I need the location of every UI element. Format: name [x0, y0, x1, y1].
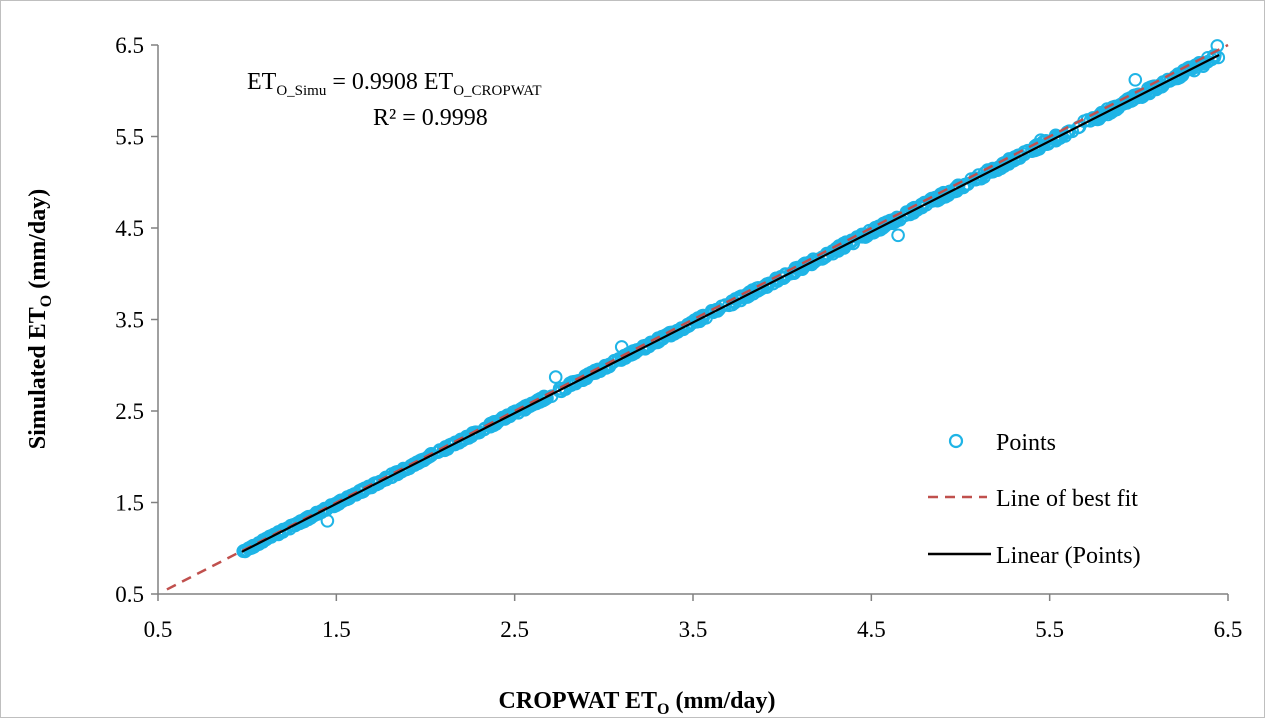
data-point — [569, 376, 583, 391]
x-axis-title-sub: O — [657, 701, 669, 718]
data-point — [1050, 130, 1064, 145]
y-tick-label: 5.5 — [115, 125, 144, 150]
x-axis-title: CROPWAT ETO (mm/day) — [499, 688, 776, 718]
y-tick-label: 2.5 — [115, 399, 144, 424]
data-point — [914, 201, 928, 215]
data-point — [297, 514, 312, 528]
data-point — [244, 540, 258, 554]
data-point — [307, 508, 322, 522]
legend-points-marker — [948, 433, 964, 449]
data-point — [1190, 57, 1204, 72]
legend-best-fit-label: Line of best fit — [996, 486, 1138, 512]
data-point — [402, 461, 416, 475]
x-tick-label: 3.5 — [679, 617, 708, 642]
x-tick-label: 2.5 — [500, 617, 529, 642]
y-tick-label: 4.5 — [115, 216, 144, 241]
legend-points-label: Points — [996, 430, 1056, 456]
best-fit-line — [166, 43, 1229, 591]
legend: Points Line of best fit Linear (Points) — [928, 430, 1141, 569]
data-point — [250, 537, 265, 552]
x-axis-title-main: CROPWAT ET — [499, 688, 657, 714]
linear-trend-line — [241, 53, 1220, 553]
y-axis-title: Simulated ETO (mm/day) — [25, 189, 55, 449]
equation-rhs-sub: O_CROPWAT — [453, 83, 541, 99]
data-point — [797, 258, 811, 272]
lines-layer — [166, 43, 1229, 591]
equation-annotation: ETO_Simu = 0.9908 ETO_CROPWAT — [247, 69, 542, 99]
data-point — [889, 211, 903, 226]
data-point — [891, 228, 905, 243]
x-tick-label: 6.5 — [1214, 617, 1243, 642]
y-tick-label: 1.5 — [115, 491, 144, 516]
equation-lhs-sub: O_Simu — [276, 83, 327, 99]
data-point — [1111, 99, 1126, 114]
y-axis-title-sub: O — [38, 295, 55, 307]
data-point — [300, 511, 315, 526]
data-point — [603, 358, 617, 373]
equation-lhs-main: ET — [247, 69, 277, 95]
y-tick-label: 6.5 — [115, 33, 144, 58]
x-tick-label: 0.5 — [144, 617, 173, 642]
data-point — [465, 427, 480, 442]
data-point — [497, 411, 511, 425]
x-tick-label: 1.5 — [322, 617, 351, 642]
y-tick-label: 0.5 — [115, 582, 144, 607]
data-point — [614, 340, 629, 354]
data-point — [655, 329, 669, 344]
data-point — [389, 465, 404, 480]
data-point — [469, 425, 483, 440]
data-point — [736, 291, 750, 305]
data-point — [709, 302, 724, 317]
data-point — [452, 434, 466, 448]
x-tick-label: 5.5 — [1035, 617, 1064, 642]
y-axis-title-main: Simulated ET — [25, 307, 51, 449]
legend-linear-label: Linear (Points) — [996, 543, 1141, 569]
data-point — [1128, 73, 1143, 87]
data-point — [276, 522, 290, 537]
data-point — [567, 374, 582, 389]
x-tick-label: 4.5 — [857, 617, 886, 642]
y-axis-title-tail: (mm/day) — [25, 189, 51, 295]
data-point — [1061, 125, 1076, 139]
data-point — [320, 514, 335, 528]
data-point — [548, 370, 563, 384]
y-tick-label: 3.5 — [115, 308, 144, 333]
x-ticks: 0.5 1.5 2.5 3.5 4.5 5.5 6.5 — [144, 594, 1243, 642]
data-point — [513, 402, 528, 416]
r-squared-annotation: R² = 0.9998 — [373, 105, 488, 131]
data-point — [352, 484, 367, 498]
x-axis-title-tail: (mm/day) — [669, 688, 775, 714]
data-point — [384, 467, 399, 481]
y-ticks: 0.5 1.5 2.5 3.5 4.5 5.5 6.5 — [115, 33, 158, 607]
data-point — [368, 476, 383, 491]
data-point — [552, 381, 567, 396]
equation-mid: = 0.9908 ET — [326, 69, 453, 95]
